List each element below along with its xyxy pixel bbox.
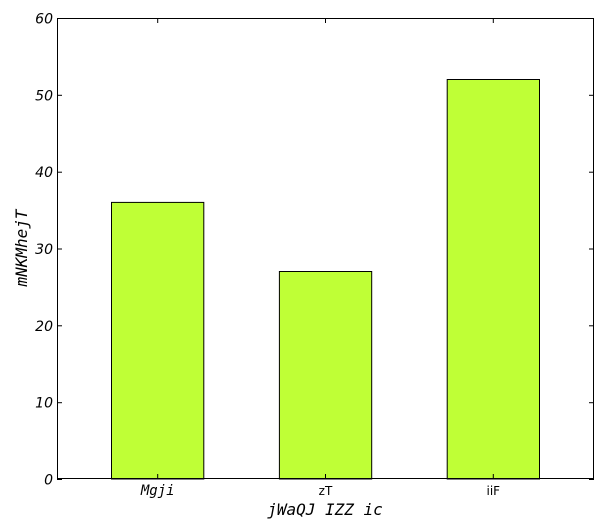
y-tick-label-60: 60 [35, 12, 53, 28]
y-tick-label-50: 50 [35, 88, 53, 104]
x-axis: Mgji zT iiF [140, 18, 500, 499]
bar-zT [278, 271, 373, 480]
y-tick-label-20: 20 [35, 319, 53, 335]
bars-layer [111, 79, 541, 480]
y-tick-label-40: 40 [35, 165, 53, 181]
y-axis-label: mNKMhejT [12, 208, 31, 287]
x-tick-label-iiF: iiF [487, 484, 501, 498]
bar-Mgji [111, 201, 205, 480]
bar-iiF [446, 79, 541, 480]
y-tick-label-0: 0 [44, 473, 53, 489]
x-tick-label-zT: zT [319, 484, 333, 498]
y-tick-label-30: 30 [35, 242, 53, 258]
y-tick-label-10: 10 [35, 396, 53, 412]
x-tick-label-Mgji: Mgji [140, 483, 175, 499]
y-axis: 0 10 20 30 40 50 60 [35, 12, 594, 489]
x-axis-label: jWaQJ IZZ ic [267, 500, 383, 519]
